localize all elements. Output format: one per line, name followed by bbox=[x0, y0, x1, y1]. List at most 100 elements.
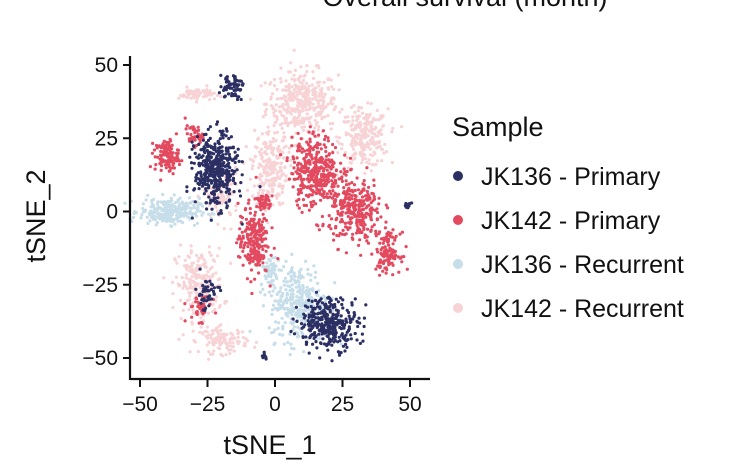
scatter-point-jk142-recurrent bbox=[378, 117, 382, 121]
x-tick-label: 25 bbox=[331, 393, 354, 416]
scatter-point-jk142-recurrent bbox=[209, 336, 213, 340]
scatter-point-jk142-recurrent bbox=[205, 336, 210, 340]
scatter-point-jk136-recurrent bbox=[304, 259, 308, 263]
scatter-point-jk142-primary bbox=[381, 246, 385, 250]
scatter-point-jk142-recurrent bbox=[253, 128, 257, 132]
scatter-point-jk136-recurrent bbox=[146, 221, 150, 226]
scatter-point-jk142-primary bbox=[385, 233, 390, 237]
scatter-point-jk142-primary bbox=[320, 193, 324, 197]
scatter-point-jk136-primary bbox=[218, 137, 222, 141]
scatter-point-jk142-recurrent bbox=[301, 104, 305, 108]
scatter-point-jk142-primary bbox=[350, 188, 354, 192]
scatter-point-jk142-primary bbox=[312, 166, 316, 170]
scatter-point-jk136-primary bbox=[341, 306, 345, 310]
scatter-point-jk142-primary bbox=[167, 151, 172, 155]
scatter-point-jk142-primary bbox=[195, 312, 199, 317]
scatter-point-jk142-recurrent bbox=[254, 340, 258, 344]
scatter-point-jk142-primary bbox=[405, 267, 409, 271]
scatter-point-jk142-recurrent bbox=[351, 153, 355, 158]
scatter-point-jk142-primary bbox=[252, 239, 256, 243]
scatter-point-jk142-recurrent bbox=[277, 144, 281, 148]
scatter-point-jk136-primary bbox=[196, 181, 200, 185]
scatter-point-jk142-recurrent bbox=[352, 104, 356, 108]
scatter-point-jk142-primary bbox=[315, 150, 319, 154]
scatter-point-jk142-recurrent bbox=[293, 143, 297, 148]
scatter-point-jk142-recurrent bbox=[187, 277, 191, 281]
scatter-point-jk142-primary bbox=[333, 199, 337, 203]
scatter-point-jk136-recurrent bbox=[286, 314, 290, 318]
scatter-point-jk142-primary bbox=[239, 214, 243, 218]
scatter-point-jk142-recurrent bbox=[275, 130, 280, 134]
scatter-point-jk142-recurrent bbox=[219, 323, 223, 327]
scatter-point-jk142-recurrent bbox=[220, 336, 224, 340]
scatter-point-jk142-recurrent bbox=[259, 84, 263, 88]
scatter-point-jk136-primary bbox=[192, 161, 196, 165]
scatter-point-jk142-primary bbox=[290, 144, 294, 148]
scatter-point-jk136-primary bbox=[334, 297, 338, 301]
scatter-point-jk142-recurrent bbox=[383, 142, 387, 146]
scatter-point-jk142-recurrent bbox=[366, 122, 370, 127]
scatter-point-jk136-primary bbox=[362, 324, 366, 329]
scatter-point-jk142-primary bbox=[195, 310, 199, 314]
scatter-point-jk142-primary bbox=[372, 223, 376, 227]
scatter-point-jk142-primary bbox=[353, 188, 357, 192]
scatter-point-jk142-recurrent bbox=[234, 204, 238, 208]
scatter-point-jk142-recurrent bbox=[214, 336, 218, 340]
scatter-point-jk142-recurrent bbox=[191, 92, 195, 96]
scatter-point-jk142-primary bbox=[333, 181, 337, 185]
scatter-point-jk142-primary bbox=[162, 150, 166, 154]
scatter-point-jk142-recurrent bbox=[288, 90, 292, 94]
scatter-point-jk142-primary bbox=[377, 232, 381, 236]
scatter-point-jk142-primary bbox=[339, 161, 343, 165]
scatter-point-jk142-recurrent bbox=[251, 194, 255, 198]
scatter-point-jk136-primary bbox=[226, 157, 230, 161]
scatter-point-jk136-recurrent bbox=[276, 326, 280, 330]
scatter-point-jk142-primary bbox=[158, 144, 162, 149]
scatter-point-jk136-recurrent bbox=[300, 304, 304, 308]
scatter-point-jk142-recurrent bbox=[203, 265, 207, 269]
scatter-point-jk142-primary bbox=[165, 141, 170, 146]
scatter-point-jk142-primary bbox=[386, 254, 390, 258]
scatter-point-jk136-primary bbox=[203, 175, 207, 179]
scatter-point-jk142-primary bbox=[256, 250, 261, 254]
scatter-point-jk142-recurrent bbox=[266, 125, 270, 129]
scatter-point-jk142-primary bbox=[202, 302, 206, 306]
scatter-point-jk136-recurrent bbox=[305, 285, 309, 289]
scatter-point-jk142-recurrent bbox=[234, 208, 238, 213]
scatter-point-jk142-primary bbox=[357, 205, 361, 209]
scatter-point-jk142-primary bbox=[365, 189, 369, 194]
scatter-point-jk142-primary bbox=[252, 234, 256, 238]
scatter-point-jk142-primary bbox=[171, 172, 175, 176]
scatter-point-jk142-recurrent bbox=[236, 335, 240, 339]
scatter-point-jk142-recurrent bbox=[384, 150, 389, 154]
scatter-point-jk142-recurrent bbox=[220, 354, 225, 358]
scatter-point-jk136-primary bbox=[224, 152, 228, 156]
scatter-point-jk136-primary bbox=[232, 93, 236, 98]
scatter-point-jk136-primary bbox=[228, 166, 232, 170]
scatter-point-jk136-primary bbox=[204, 201, 208, 205]
scatter-point-jk142-primary bbox=[253, 210, 257, 214]
scatter-point-jk136-recurrent bbox=[309, 273, 313, 277]
scatter-point-jk142-recurrent bbox=[260, 132, 264, 136]
scatter-point-jk142-recurrent bbox=[280, 190, 284, 195]
scatter-point-jk142-primary bbox=[352, 183, 357, 187]
scatter-point-jk142-primary bbox=[365, 235, 369, 239]
scatter-point-jk142-recurrent bbox=[205, 84, 209, 88]
scatter-point-jk136-primary bbox=[358, 341, 362, 345]
scatter-point-jk136-primary bbox=[364, 303, 368, 307]
scatter-point-jk142-primary bbox=[245, 234, 249, 239]
scatter-point-jk142-recurrent bbox=[283, 165, 287, 169]
scatter-point-jk136-recurrent bbox=[189, 201, 193, 205]
scatter-point-jk136-recurrent bbox=[276, 299, 280, 303]
scatter-point-jk136-primary bbox=[220, 149, 224, 153]
scatter-point-jk136-primary bbox=[228, 178, 232, 182]
scatter-point-jk142-recurrent bbox=[365, 133, 369, 137]
scatter-point-jk142-recurrent bbox=[317, 125, 321, 129]
scatter-point-jk142-recurrent bbox=[274, 109, 278, 113]
scatter-point-jk142-recurrent bbox=[351, 119, 355, 123]
scatter-point-jk142-recurrent bbox=[274, 103, 278, 107]
scatter-point-jk136-recurrent bbox=[294, 285, 298, 289]
scatter-point-jk142-primary bbox=[362, 227, 366, 231]
legend-swatch bbox=[453, 303, 463, 313]
scatter-point-jk142-recurrent bbox=[253, 154, 257, 158]
